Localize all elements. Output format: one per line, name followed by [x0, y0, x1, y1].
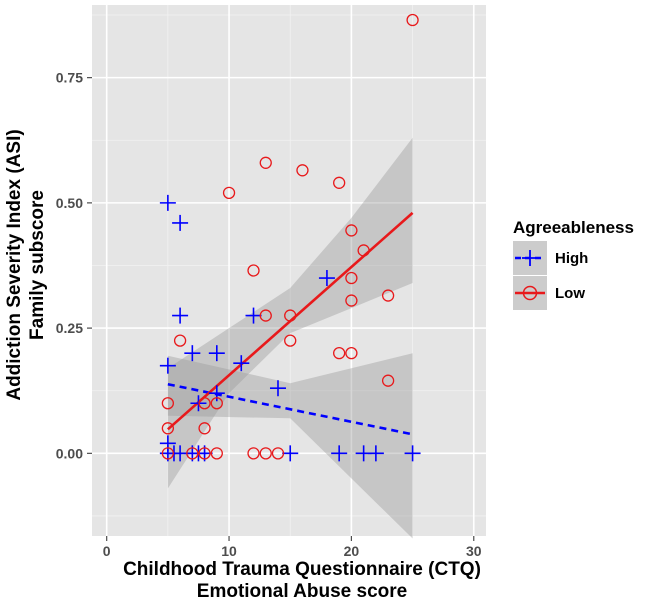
- point-high: [367, 445, 384, 462]
- point-low: [186, 447, 199, 460]
- x-tick-label: 30: [466, 543, 482, 559]
- plot-panel: [92, 5, 486, 536]
- legend-key-low-circle-icon: [522, 285, 538, 301]
- y-tick-label: 0.75: [56, 70, 83, 86]
- point-low: [222, 186, 236, 200]
- point-high: [208, 385, 225, 402]
- point-high: [159, 194, 176, 211]
- point-low: [247, 264, 260, 277]
- point-low: [198, 447, 211, 460]
- point-high: [159, 357, 176, 374]
- x-tick-label: 10: [221, 543, 237, 559]
- point-low: [284, 334, 297, 347]
- y-axis-title-line1: Addiction Severity Index (ASI): [4, 129, 25, 400]
- point-low: [345, 224, 358, 237]
- point-low: [173, 334, 187, 347]
- point-low: [296, 164, 309, 177]
- y-tick-label: 0.25: [56, 320, 83, 336]
- point-high: [404, 445, 421, 462]
- point-low: [381, 289, 395, 302]
- point-high: [184, 345, 201, 362]
- legend-label-low: Low: [555, 285, 585, 302]
- point-low: [333, 347, 346, 360]
- point-low: [198, 397, 211, 410]
- point-high: [208, 345, 225, 362]
- point-low: [259, 156, 272, 169]
- point-low: [161, 397, 175, 410]
- point-low: [247, 447, 260, 460]
- point-high: [233, 355, 250, 372]
- legend-key-high-plus-icon: [522, 250, 538, 266]
- point-high: [172, 214, 189, 231]
- point-high: [245, 307, 262, 324]
- ci-band-high: [167, 353, 413, 539]
- x-axis-title-line2: Emotional Abuse score: [197, 581, 407, 601]
- point-low: [333, 176, 346, 189]
- x-axis-title-line1: Childhood Trauma Questionnaire (CTQ): [123, 559, 481, 580]
- x-axis-ticks: 0 10 20 30: [103, 536, 482, 559]
- point-high: [318, 270, 335, 287]
- legend-title: Agreeableness: [513, 218, 634, 237]
- point-high: [331, 445, 348, 462]
- y-axis-title-line2: Family subscore: [27, 190, 48, 340]
- point-low: [345, 294, 358, 307]
- point-low: [210, 397, 223, 410]
- point-high: [269, 380, 286, 397]
- y-tick-label: 0.00: [56, 445, 83, 461]
- point-high: [282, 445, 299, 462]
- point-low: [198, 422, 211, 435]
- x-tick-label: 0: [103, 543, 111, 559]
- point-low: [345, 271, 358, 285]
- legend: Agreeableness High Low: [513, 218, 634, 310]
- point-low: [259, 309, 272, 322]
- y-tick-label: 0.50: [56, 195, 83, 211]
- point-low: [161, 422, 175, 435]
- point-low: [271, 447, 285, 460]
- point-low: [357, 244, 370, 257]
- data-points: [159, 13, 421, 462]
- point-low: [259, 447, 272, 460]
- point-low: [284, 309, 297, 322]
- point-high: [172, 307, 189, 324]
- point-low: [210, 447, 223, 460]
- point-low: [406, 13, 419, 27]
- x-tick-label: 20: [344, 543, 360, 559]
- legend-label-high: High: [555, 250, 588, 267]
- y-axis-ticks: 0.00 0.25 0.50 0.75: [56, 70, 92, 461]
- point-low: [345, 347, 358, 360]
- point-low: [161, 447, 175, 460]
- point-low: [381, 374, 395, 387]
